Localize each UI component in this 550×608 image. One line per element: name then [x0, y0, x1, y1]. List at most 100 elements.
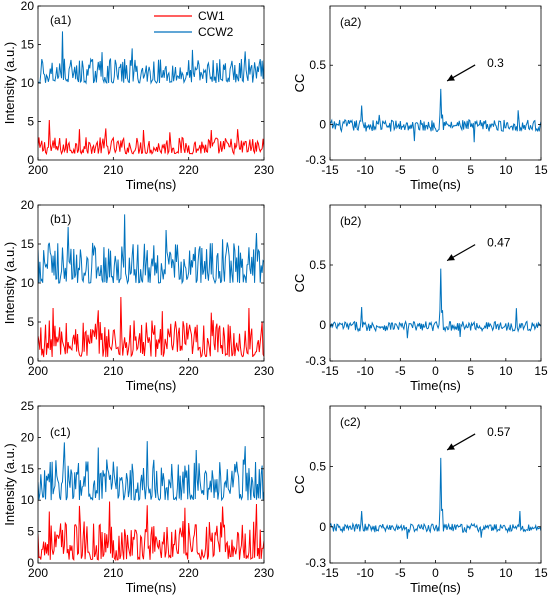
x-tick-label: 5	[467, 566, 474, 580]
axes-frame	[329, 204, 542, 362]
x-tick-label: 15	[534, 364, 548, 378]
legend-entry: CW1	[198, 9, 225, 23]
axes-frame	[37, 405, 265, 564]
panel-a2: -15 -10 -5 0 5 10 15 -0.3 0 0.5 Time(ns) CC (a2) 0.3	[292, 5, 548, 192]
y-tick-label: 10	[21, 76, 35, 90]
x-tick-label: 0	[432, 163, 439, 177]
x-axis-label: Time(ns)	[410, 177, 461, 192]
x-tick-label: -15	[321, 566, 339, 580]
x-tick-label: 200	[28, 163, 48, 177]
x-tick-label: 210	[103, 364, 123, 378]
x-tick-label: 210	[103, 566, 123, 580]
panel-b1: 200 210 220 230 0 5 10 15 20 Time(ns) Intensity (a…	[2, 198, 274, 393]
y-tick-label: 0	[319, 318, 326, 332]
x-tick-label: -5	[395, 364, 406, 378]
y-tick-label: 10	[21, 276, 35, 290]
panel-label: (c2)	[340, 415, 361, 429]
y-axis-label: Intensity (a.u.)	[2, 242, 17, 324]
x-tick-label: -10	[356, 364, 374, 378]
y-tick-label: 10	[21, 493, 35, 507]
x-tick-label: 220	[179, 163, 199, 177]
x-tick-label: 10	[499, 364, 513, 378]
x-tick-label: 5	[467, 364, 474, 378]
x-tick-label: 15	[534, 566, 548, 580]
x-axis-label: Time(ns)	[410, 580, 461, 595]
y-tick-label: 0	[27, 153, 34, 167]
panel-c1: 200 210 220 230 0 5 10 15 20 25 Time(ns) Intensity …	[2, 399, 274, 595]
panel-label: (a1)	[50, 13, 71, 27]
x-tick-label: -10	[356, 163, 374, 177]
y-tick-label: 5	[27, 315, 34, 329]
series-line-ccw2	[38, 214, 264, 285]
y-tick-label: -0.3	[305, 354, 326, 368]
x-tick-label: 230	[254, 364, 274, 378]
series-line-cw1	[38, 501, 264, 562]
panel-b2: -15 -10 -5 0 5 10 15 -0.3 0 0.5 Time(ns) CC (b2) 0.47	[292, 204, 548, 393]
y-tick-label: 25	[21, 399, 35, 413]
y-tick-label: 0	[319, 520, 326, 534]
x-tick-label: 200	[28, 364, 48, 378]
x-tick-label: -15	[321, 163, 339, 177]
y-tick-label: 20	[21, 198, 35, 212]
axes-frame	[329, 5, 542, 161]
x-axis-label: Time(ns)	[126, 580, 177, 595]
y-axis-label: CC	[292, 74, 307, 93]
panel-a1: 200 210 220 230 0 5 10 15 20 Time(ns) Intensity (a…	[2, 0, 274, 192]
x-tick-label: 10	[499, 163, 513, 177]
y-axis-label: CC	[292, 475, 307, 494]
annotation-arrowhead	[447, 443, 455, 450]
x-tick-label: 5	[467, 163, 474, 177]
x-tick-label: 0	[432, 364, 439, 378]
series-line-cc	[330, 88, 541, 143]
panel-label: (a2)	[340, 15, 361, 29]
y-tick-label: 0	[27, 556, 34, 570]
y-tick-label: 15	[21, 38, 35, 52]
panel-label: (b2)	[340, 214, 361, 228]
y-axis-label: CC	[292, 274, 307, 293]
x-tick-label: 220	[179, 566, 199, 580]
x-tick-label: 230	[254, 566, 274, 580]
panel-c2: -15 -10 -5 0 5 10 15 -0.3 0 0.5 Time(ns) CC (c2) 0.57	[292, 405, 548, 595]
series-line-cc	[330, 268, 541, 339]
y-tick-label: 15	[21, 237, 35, 251]
x-tick-label: -5	[395, 566, 406, 580]
y-tick-label: 20	[21, 0, 35, 13]
series-line-cw1	[38, 119, 264, 156]
x-tick-label: 230	[254, 163, 274, 177]
y-tick-label: 0.5	[309, 258, 326, 272]
x-tick-label: 210	[103, 163, 123, 177]
y-axis-label: Intensity (a.u.)	[2, 443, 17, 525]
series-line-cc	[330, 457, 541, 539]
panel-label: (c1)	[50, 425, 71, 439]
y-tick-label: 5	[27, 115, 34, 129]
annotation-arrowhead	[447, 74, 455, 81]
x-tick-label: 220	[179, 364, 199, 378]
series-line-cw1	[38, 297, 264, 358]
y-tick-label: 5	[27, 525, 34, 539]
y-tick-label: 0	[27, 354, 34, 368]
x-axis-label: Time(ns)	[410, 378, 461, 393]
y-tick-label: -0.3	[305, 556, 326, 570]
y-tick-label: 0.5	[309, 459, 326, 473]
y-tick-label: 15	[21, 462, 35, 476]
annotation-arrowhead	[447, 254, 455, 261]
x-tick-label: -5	[395, 163, 406, 177]
annotation-value: 0.3	[487, 56, 504, 70]
x-axis-label: Time(ns)	[126, 177, 177, 192]
x-tick-label: 15	[534, 163, 548, 177]
x-axis-label: Time(ns)	[126, 378, 177, 393]
panel-label: (b1)	[50, 212, 71, 226]
x-tick-label: -15	[321, 364, 339, 378]
x-tick-label: 10	[499, 566, 513, 580]
y-axis-label: Intensity (a.u.)	[2, 42, 17, 124]
x-tick-label: 200	[28, 566, 48, 580]
y-tick-label: 0.5	[309, 58, 326, 72]
y-tick-label: 20	[21, 430, 35, 444]
series-line-ccw2	[38, 31, 264, 85]
y-tick-label: 0	[319, 117, 326, 131]
legend-entry: CCW2	[198, 25, 234, 39]
x-tick-label: -10	[356, 566, 374, 580]
annotation-value: 0.57	[487, 425, 511, 439]
y-tick-label: -0.3	[305, 153, 326, 167]
